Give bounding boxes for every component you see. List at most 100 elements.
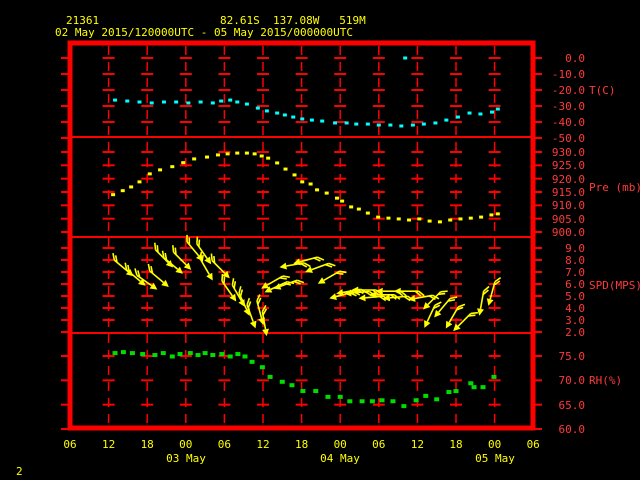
humidity-data-dot <box>219 352 225 357</box>
humidity-tick-label: 60.0 <box>558 423 586 436</box>
temperature-data-dot <box>186 101 191 105</box>
hour-tick-label: 00 <box>487 438 502 451</box>
pressure-tick-label: 920.0 <box>551 172 585 186</box>
wind-direction-arrow <box>199 251 213 281</box>
pressure-data-dot <box>120 189 125 193</box>
pressure-data-dot <box>259 154 264 158</box>
pressure-data-dot <box>437 220 442 224</box>
temperature-data-dot <box>228 98 233 102</box>
temperature-data-dot <box>495 107 500 111</box>
wind-direction-arrow <box>147 263 169 287</box>
pressure-data-dot <box>396 217 401 221</box>
temperature-data-dot <box>365 122 370 126</box>
temperature-tick-label: -20.0 <box>551 84 585 97</box>
day-label-03-may: 03 May <box>166 452 206 465</box>
pressure-data-dot <box>340 199 345 203</box>
humidity-data-dot <box>390 399 396 404</box>
humidity-data-dot <box>401 404 407 409</box>
wind-direction-arrow <box>246 297 257 329</box>
pressure-data-dot <box>137 180 142 184</box>
pressure-data-dot <box>225 152 230 156</box>
wind_speed-tick-label: 5.0 <box>565 290 585 303</box>
hour-tick-label: 12 <box>256 438 270 451</box>
wind-direction-arrow <box>196 236 212 265</box>
pressure-tick-label: 915.0 <box>551 186 585 199</box>
temperature-tick-label: -10.0 <box>551 68 585 81</box>
pressure-data-dot <box>324 191 329 195</box>
humidity-data-dot <box>187 351 193 356</box>
temperature-tick-label: -50.0 <box>551 132 585 145</box>
wind_speed-tick-label: 6.0 <box>565 278 585 291</box>
pressure-data-dot <box>315 188 320 192</box>
temperature-data-dot <box>275 111 280 115</box>
temperature-data-dot <box>354 122 359 126</box>
pressure-data-dot <box>386 216 391 220</box>
humidity-data-dot <box>468 381 474 386</box>
humidity-data-dot <box>423 393 429 398</box>
wind-direction-arrow <box>382 294 415 302</box>
temperature-data-dot <box>309 118 314 122</box>
humidity-data-dot <box>177 352 183 357</box>
temperature-data-dot <box>467 111 472 115</box>
temperature-data-dot <box>113 98 118 102</box>
page-number: 2 <box>16 465 23 478</box>
temperature-outlier-dot <box>403 56 408 60</box>
temperature-tick-label: -30.0 <box>551 100 585 113</box>
hour-tick-label: 18 <box>294 438 309 451</box>
pressure-data-dot <box>458 217 463 221</box>
hour-tick-label: 06 <box>63 438 77 451</box>
humidity-data-dot <box>471 385 477 390</box>
humidity-axis-title: RH(%) <box>589 374 623 387</box>
wind-direction-arrow <box>305 262 336 273</box>
temperature-data-dot <box>210 101 215 105</box>
station-id: 21361 <box>66 14 100 27</box>
temperature-data-dot <box>320 119 325 123</box>
humidity-data-dot <box>227 354 233 359</box>
pressure-data-dot <box>181 161 186 165</box>
wind-direction-arrow <box>317 270 347 284</box>
humidity-data-dot <box>259 365 265 370</box>
temperature-data-dot <box>399 124 404 128</box>
pressure-data-dot <box>417 217 422 221</box>
humidity-data-dot <box>249 359 255 364</box>
temperature-data-dot <box>333 121 338 125</box>
temperature-data-dot <box>421 122 426 126</box>
wind_speed-tick-label: 9.0 <box>565 242 585 255</box>
pressure-data-dot <box>356 207 361 211</box>
pressure-data-dot <box>300 180 305 184</box>
humidity-data-dot <box>120 350 126 355</box>
temperature-data-dot <box>255 106 260 110</box>
temperature-data-dot <box>137 100 142 104</box>
pressure-data-dot <box>479 215 484 219</box>
pressure-data-dot <box>365 211 370 215</box>
station-location: 82.61S 137.08W 519M <box>220 14 366 27</box>
hour-tick-label: 06 <box>372 438 386 451</box>
wind_speed-tick-label: 7.0 <box>565 266 585 279</box>
pressure-tick-label: 930.0 <box>551 146 585 159</box>
humidity-data-dot <box>337 394 343 399</box>
humidity-data-dot <box>413 398 419 403</box>
temperature-data-dot <box>149 101 154 105</box>
pressure-data-dot <box>292 173 297 177</box>
wind-direction-arrow <box>279 262 311 270</box>
wind_speed-tick-label: 8.0 <box>565 254 585 267</box>
wind-direction-arrow <box>172 245 192 270</box>
temperature-data-dot <box>376 123 381 127</box>
hour-tick-label: 00 <box>333 438 347 451</box>
pressure-axis-title: Pre (mb) <box>589 181 640 194</box>
humidity-data-dot <box>446 390 452 395</box>
wind-direction-arrow <box>477 285 490 316</box>
humidity-data-dot <box>300 389 306 394</box>
temperature-axis-title: T(C) <box>589 84 616 97</box>
hour-tick-label: 18 <box>449 438 463 451</box>
wind-direction-arrow <box>221 273 237 302</box>
humidity-data-dot <box>210 353 216 358</box>
pressure-tick-label: 900.0 <box>551 226 585 239</box>
temperature-data-dot <box>244 102 249 106</box>
hour-tick-label: 00 <box>179 438 193 451</box>
humidity-data-dot <box>202 351 208 356</box>
humidity-data-dot <box>160 351 166 356</box>
hour-tick-label: 12 <box>410 438 425 451</box>
